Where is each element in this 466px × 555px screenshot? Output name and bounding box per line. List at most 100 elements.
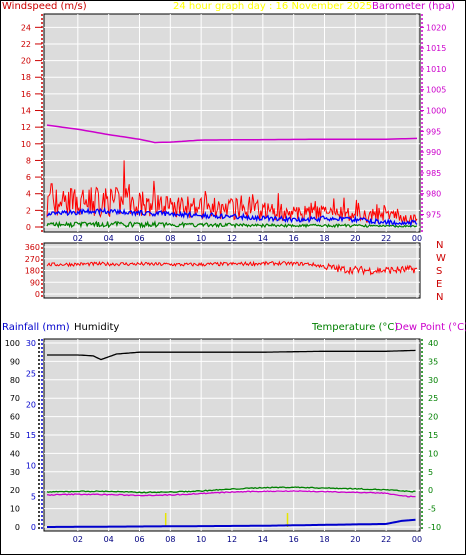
wind-x-tick-label: 08 xyxy=(165,234,175,243)
direction-tick-label: 270 xyxy=(25,255,40,264)
climate-x-tick-label: 22 xyxy=(381,535,391,544)
wind-x-tick-label: 10 xyxy=(196,234,206,243)
graph-title: 24 hour graph day : 16 November 2025 xyxy=(173,1,372,12)
compass-label: N xyxy=(436,240,443,251)
humidity-header: Humidity xyxy=(74,322,119,333)
wind-y-tick-label: 6 xyxy=(26,173,31,182)
wind-y-tick-label: 2 xyxy=(26,206,31,215)
compass-label: E xyxy=(436,279,442,290)
barometer-tick-label: 1005 xyxy=(426,86,446,95)
barometer-tick-label: 975 xyxy=(426,211,441,220)
temperature-header: Temperature (°C) xyxy=(311,322,398,333)
wind-y-tick-label: 8 xyxy=(26,156,31,165)
temperature-line xyxy=(46,486,416,494)
rain-tick-label: 25 xyxy=(26,370,36,379)
rainfall-line xyxy=(47,518,416,528)
temperature-tick-label: 40 xyxy=(428,339,438,348)
dewpoint-line xyxy=(46,490,416,498)
wind-grid xyxy=(44,14,420,232)
rain-tick-label: 5 xyxy=(31,492,36,501)
temperature-tick-label: 5 xyxy=(428,468,433,477)
temperature-tick-label: -10 xyxy=(428,523,441,532)
rain-tick-label: 20 xyxy=(26,400,36,409)
wind-x-tick-label: 14 xyxy=(258,234,268,243)
barometer-tick-label: 1000 xyxy=(426,107,446,116)
wind-x-tick-label: 02 xyxy=(73,234,83,243)
wind-x-tick-label: 18 xyxy=(319,234,329,243)
barometer-tick-label: 985 xyxy=(426,169,441,178)
direction-grid xyxy=(44,243,420,298)
barometer-tick-label: 1015 xyxy=(426,44,446,53)
humidity-line xyxy=(47,349,416,361)
climate-x-tick-label: 04 xyxy=(104,535,114,544)
wind-y-tick-label: 24 xyxy=(21,23,31,32)
compass-label: W xyxy=(436,253,446,264)
humidity-tick-label: 90 xyxy=(10,357,20,366)
humidity-tick-label: 20 xyxy=(10,486,20,495)
rainfall-header: Rainfall (mm) xyxy=(2,322,70,333)
dewpoint-header: Dew Point (°C) xyxy=(395,322,466,333)
climate-x-tick-label: 02 xyxy=(73,535,83,544)
temperature-tick-label: -5 xyxy=(428,505,436,514)
humidity-tick-label: 80 xyxy=(10,376,20,385)
wind-y-tick-label: 4 xyxy=(26,190,31,199)
wind-y-tick-label: 14 xyxy=(21,107,31,116)
wind-y-tick-label: 16 xyxy=(21,90,31,99)
wind-x-tick-label: 04 xyxy=(104,234,114,243)
humidity-tick-label: 30 xyxy=(10,468,20,477)
wind-y-tick-label: 22 xyxy=(21,40,31,49)
wind-low-series xyxy=(46,219,418,229)
wind-y-tick-label: 18 xyxy=(21,73,31,82)
rain-tick-label: 0 xyxy=(31,523,36,532)
wind-average-series xyxy=(46,206,418,228)
direction-tick-label: 360 xyxy=(25,243,40,252)
wind-x-tick-label: 20 xyxy=(350,234,360,243)
climate-x-tick-label: 10 xyxy=(196,535,206,544)
humidity-tick-label: 40 xyxy=(10,449,20,458)
compass-label: S xyxy=(436,266,442,277)
climate-x-tick-label: 08 xyxy=(165,535,175,544)
humidity-tick-label: 50 xyxy=(10,431,20,440)
barometer-header: Barometer (hpa) xyxy=(372,1,455,12)
temperature-tick-label: 35 xyxy=(428,357,438,366)
temperature-tick-label: 30 xyxy=(428,376,438,385)
temperature-tick-label: 10 xyxy=(428,449,438,458)
humidity-tick-label: 60 xyxy=(10,413,20,422)
temperature-tick-label: 0 xyxy=(428,486,433,495)
humidity-tick-label: 0 xyxy=(15,523,20,532)
temperature-tick-label: 20 xyxy=(428,413,438,422)
climate-x-tick-label: 20 xyxy=(350,535,360,544)
wind-series xyxy=(46,124,418,229)
windspeed-header: Windspeed (m/s) xyxy=(2,1,87,12)
climate-x-tick-label: 16 xyxy=(289,535,299,544)
wind-y-tick-label: 12 xyxy=(21,123,31,132)
humidity-tick-label: 10 xyxy=(10,505,20,514)
direction-series xyxy=(46,260,418,276)
direction-tick-label: 180 xyxy=(25,267,40,276)
climate-series xyxy=(46,349,416,528)
humidity-tick-label: 70 xyxy=(10,394,20,403)
wind-y-tick-label: 20 xyxy=(21,57,31,66)
climate-x-tick-label: 06 xyxy=(134,535,144,544)
wind-x-tick-label: 16 xyxy=(289,234,299,243)
wind-x-tick-label: 06 xyxy=(134,234,144,243)
barometer-tick-label: 980 xyxy=(426,190,441,199)
temperature-tick-label: 15 xyxy=(428,431,438,440)
rain-tick-label: 15 xyxy=(26,431,36,440)
barometer-tick-label: 1010 xyxy=(426,65,446,74)
direction-tick-label: 0 xyxy=(35,290,40,299)
direction-tick-label: 90 xyxy=(30,278,40,287)
wind-y-tick-label: 10 xyxy=(21,140,31,149)
climate-ticks: 02 04 06 08 10 12 14 16 18 20 22 000102030405060708… xyxy=(5,339,441,544)
climate-grid xyxy=(44,339,420,531)
climate-x-tick-label: 00 xyxy=(412,535,422,544)
climate-x-tick-label: 14 xyxy=(258,535,268,544)
rain-tick-label: 10 xyxy=(26,462,36,471)
temperature-tick-label: 25 xyxy=(428,394,438,403)
wind-y-tick-label: 0 xyxy=(26,223,31,232)
humidity-tick-label: 100 xyxy=(5,339,20,348)
wind-ticks: 02 04 06 08 10 12 14 16 18 20 22 000246810121416182… xyxy=(21,14,446,243)
direction-series xyxy=(46,260,418,276)
